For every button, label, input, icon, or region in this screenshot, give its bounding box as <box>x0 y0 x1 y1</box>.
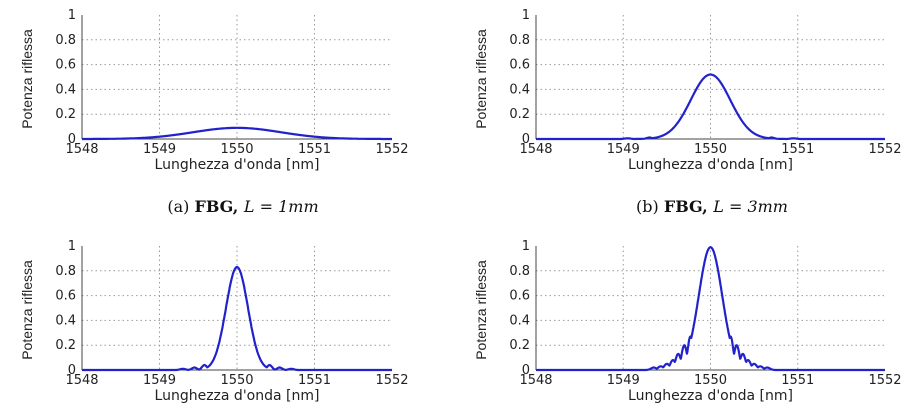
y-axis-label: Potenza riflessa <box>19 29 35 129</box>
y-tick-label: 0.2 <box>509 338 530 353</box>
x-tick-label: 1549 <box>607 373 640 388</box>
y-tick-label: 0.6 <box>509 289 530 304</box>
y-tick-label: 0.8 <box>509 33 530 48</box>
y-axis-label: Potenza riflessa <box>473 260 489 360</box>
x-tick-label: 1548 <box>65 142 98 157</box>
x-axis-label: Lunghezza d'onda [nm] <box>155 388 320 404</box>
y-tick-label: 0.6 <box>55 289 76 304</box>
x-tick-label: 1550 <box>694 142 727 157</box>
x-tick-label: 1552 <box>375 142 408 157</box>
x-axis-label: Lunghezza d'onda [nm] <box>155 157 320 173</box>
reflectance-curve <box>81 126 393 141</box>
y-tick-label: 1 <box>68 8 76 23</box>
y-tick-label: 0.4 <box>509 82 530 97</box>
chart-panel-3: 1548 1549 1550 1551 1552 0 0.2 0.4 0.6 0.8 1 Lunghe… <box>19 239 409 404</box>
reflectance-curve <box>535 246 886 372</box>
x-tick-label: 1551 <box>781 373 814 388</box>
x-tick-label: 1549 <box>143 373 176 388</box>
reflectance-curve <box>81 266 393 372</box>
y-tick-label: 0 <box>522 363 530 378</box>
x-tick-label: 1552 <box>868 142 901 157</box>
x-axis-label: Lunghezza d'onda [nm] <box>628 388 793 404</box>
panel-caption: (a) FBG, L = 1mm <box>167 197 318 216</box>
x-tick-label: 1551 <box>781 142 814 157</box>
caption-label: FBG, <box>194 197 243 216</box>
x-tick-label: 1551 <box>298 142 331 157</box>
y-tick-label: 0.4 <box>55 313 76 328</box>
y-tick-label: 0.2 <box>55 338 76 353</box>
x-tick-label: 1549 <box>143 142 176 157</box>
x-tick-label: 1552 <box>375 373 408 388</box>
x-tick-label: 1548 <box>65 373 98 388</box>
chart-panel-2: 1548 1549 1550 1551 1552 0 0.2 0.4 0.6 0.8 1 Lunghe… <box>473 8 902 216</box>
caption-id: (a) <box>167 197 194 216</box>
y-tick-label: 0 <box>68 132 76 147</box>
x-tick-label: 1549 <box>607 142 640 157</box>
y-tick-label: 0.4 <box>55 82 76 97</box>
y-tick-label: 0.2 <box>55 107 76 122</box>
reflectance-curve <box>535 73 886 141</box>
x-tick-label: 1548 <box>519 142 552 157</box>
panel-caption: (b) FBG, L = 3mm <box>636 197 788 216</box>
caption-label: FBG, <box>664 197 713 216</box>
y-tick-label: 1 <box>522 239 530 254</box>
x-tick-label: 1551 <box>298 373 331 388</box>
y-axis-label: Potenza riflessa <box>19 260 35 360</box>
chart-panel-4: 1548 1549 1550 1551 1552 0 0.2 0.4 0.6 0.8 1 Lunghe… <box>473 239 902 404</box>
y-axis-label: Potenza riflessa <box>473 29 489 129</box>
y-tick-label: 0.8 <box>55 264 76 279</box>
y-tick-label: 1 <box>68 239 76 254</box>
x-tick-label: 1550 <box>220 373 253 388</box>
caption-equation: L = 3mm <box>712 197 788 216</box>
y-tick-label: 0.8 <box>55 33 76 48</box>
x-tick-label: 1548 <box>519 373 552 388</box>
caption-equation: L = 1mm <box>243 197 319 216</box>
y-tick-label: 0.2 <box>509 107 530 122</box>
x-axis-label: Lunghezza d'onda [nm] <box>628 157 793 173</box>
chart-panel-1: 1548 1549 1550 1551 1552 0 0.2 0.4 0.6 0.8 1 Lunghe… <box>19 8 409 216</box>
y-tick-label: 0 <box>68 363 76 378</box>
y-tick-label: 1 <box>522 8 530 23</box>
y-tick-label: 0.8 <box>509 264 530 279</box>
caption-id: (b) <box>636 197 664 216</box>
x-tick-label: 1550 <box>220 142 253 157</box>
y-tick-label: 0.6 <box>509 58 530 73</box>
y-tick-label: 0.4 <box>509 313 530 328</box>
y-tick-label: 0.6 <box>55 58 76 73</box>
y-tick-label: 0 <box>522 132 530 147</box>
x-tick-label: 1550 <box>694 373 727 388</box>
x-tick-label: 1552 <box>868 373 901 388</box>
